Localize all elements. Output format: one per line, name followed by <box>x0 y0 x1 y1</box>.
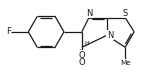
Text: N: N <box>86 9 92 18</box>
Text: H: H <box>85 41 89 46</box>
Text: N: N <box>107 31 113 40</box>
Text: F: F <box>6 27 10 36</box>
Text: Me: Me <box>120 60 131 66</box>
Text: O: O <box>78 51 85 60</box>
Text: O: O <box>78 58 85 67</box>
Text: S: S <box>123 9 128 18</box>
